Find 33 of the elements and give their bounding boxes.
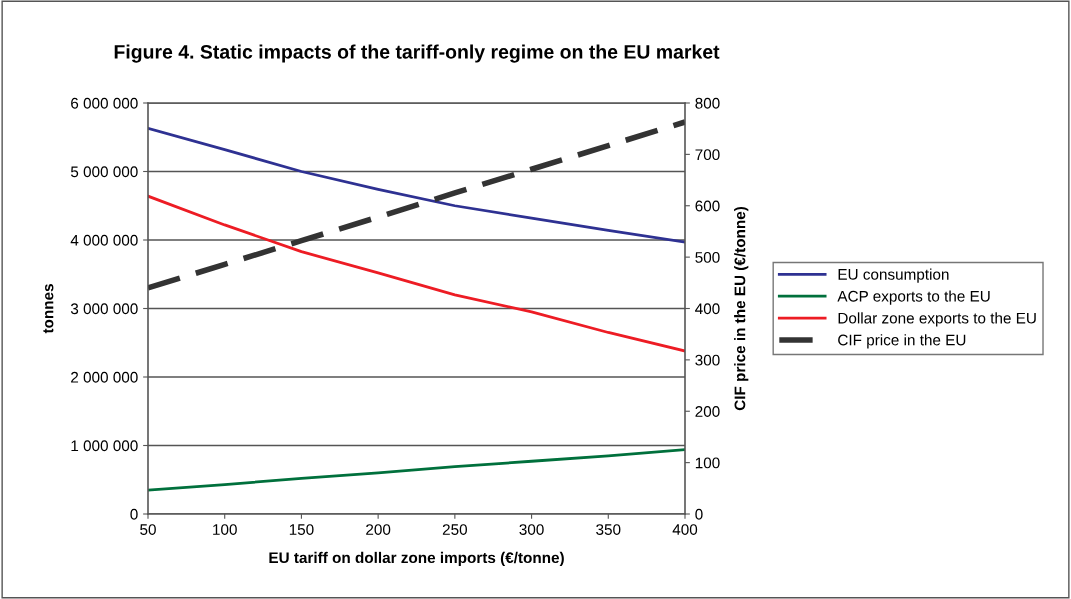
y2-axis-title: CIF price in the EU (€/tonne)	[734, 206, 749, 411]
x-tick-label: 200	[366, 524, 391, 535]
x-tick-label: 250	[442, 524, 468, 535]
y2-tick-label: 200	[695, 406, 720, 417]
y2-tick-label: 0	[695, 508, 703, 520]
y2-tick-label: 700	[695, 149, 720, 161]
legend-label: EU consumption	[838, 268, 949, 283]
y2-tick-label: 500	[695, 251, 720, 263]
y-tick-label: 0	[130, 508, 138, 520]
x-tick-label: 100	[213, 524, 237, 535]
y-tick-label: 3 000 000	[70, 303, 138, 315]
line-series	[148, 448, 685, 492]
x-tick-label: 300	[519, 524, 544, 535]
y-axis-title: tonnes	[43, 284, 54, 334]
x-tick-label: 350	[596, 524, 621, 535]
legend-label: ACP exports to the EU	[837, 290, 990, 305]
y-tick-label: 5 000 000	[70, 166, 138, 178]
legend-label: CIF price in the EU	[838, 334, 966, 349]
x-tick-label: 50	[140, 524, 156, 535]
legend-label: Dollar zone exports to the EU	[838, 312, 1036, 327]
y2-tick-label: 100	[695, 457, 720, 469]
chart-title: Figure 4. Static impacts of the tariff-only regime on the EU market	[114, 44, 720, 63]
x-tick-label: 150	[289, 524, 314, 535]
x-tick-label: 400	[672, 524, 698, 535]
y-tick-label: 2 000 000	[71, 371, 138, 383]
y2-tick-label: 400	[695, 303, 720, 315]
y2-tick-label: 600	[695, 200, 720, 212]
y-tick-label: 1 000 000	[71, 440, 138, 452]
y2-tick-label: 800	[695, 97, 720, 109]
y-tick-label: 6 000 000	[71, 97, 138, 109]
y-tick-label: 4 000 000	[70, 234, 138, 246]
x-axis-title: EU tariff on dollar zone imports (€/tonne)	[269, 551, 564, 567]
y2-tick-label: 300	[695, 354, 720, 366]
